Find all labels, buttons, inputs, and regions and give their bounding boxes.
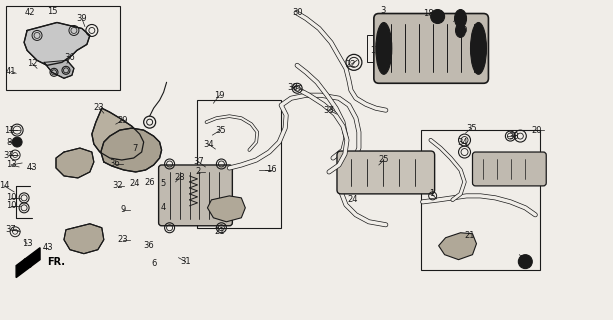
Text: 33: 33 — [324, 106, 334, 115]
Text: 6: 6 — [151, 259, 156, 268]
Text: 40: 40 — [457, 26, 468, 35]
Ellipse shape — [471, 22, 487, 74]
Text: 16: 16 — [519, 255, 530, 264]
Text: 12: 12 — [27, 59, 37, 68]
Text: 10: 10 — [6, 201, 17, 210]
Text: 20: 20 — [531, 126, 541, 135]
Text: 23: 23 — [94, 103, 104, 112]
Polygon shape — [92, 108, 143, 160]
FancyBboxPatch shape — [159, 165, 232, 226]
Text: 25: 25 — [379, 156, 389, 164]
Text: 17: 17 — [370, 46, 379, 55]
Text: 8: 8 — [7, 138, 12, 147]
Text: 30: 30 — [292, 8, 302, 17]
FancyBboxPatch shape — [374, 13, 489, 83]
Text: 34: 34 — [203, 140, 214, 148]
Text: 37: 37 — [6, 225, 17, 234]
Text: 35: 35 — [215, 126, 226, 135]
Ellipse shape — [376, 22, 392, 74]
FancyBboxPatch shape — [337, 151, 435, 194]
Text: 1: 1 — [429, 189, 434, 198]
Bar — [197, 100, 281, 228]
Text: 14: 14 — [0, 181, 9, 190]
Text: 24: 24 — [348, 195, 358, 204]
Polygon shape — [24, 22, 90, 65]
Text: 43: 43 — [43, 243, 53, 252]
Text: 26: 26 — [144, 179, 155, 188]
Text: 21: 21 — [214, 227, 224, 236]
Text: 37: 37 — [193, 157, 204, 166]
Text: 13: 13 — [22, 239, 32, 248]
Text: 19: 19 — [214, 91, 224, 100]
Text: 2: 2 — [196, 167, 201, 176]
Bar — [6, 5, 120, 90]
Ellipse shape — [431, 10, 444, 23]
Text: 35: 35 — [466, 124, 477, 132]
Text: 39: 39 — [77, 14, 87, 23]
Text: 37: 37 — [4, 150, 15, 159]
Text: 13: 13 — [6, 161, 17, 170]
Text: 27: 27 — [453, 13, 464, 22]
Text: 38: 38 — [287, 83, 299, 92]
Text: 23: 23 — [118, 235, 128, 244]
Text: 31: 31 — [180, 257, 191, 266]
Text: 9: 9 — [120, 205, 126, 214]
Text: 7: 7 — [132, 144, 137, 153]
Text: 22: 22 — [346, 60, 356, 69]
Text: 36: 36 — [109, 159, 120, 169]
Text: 29: 29 — [118, 116, 128, 125]
Bar — [421, 130, 540, 270]
Ellipse shape — [455, 23, 465, 37]
Text: 42: 42 — [25, 8, 36, 17]
Text: 36: 36 — [64, 53, 75, 62]
FancyBboxPatch shape — [473, 152, 546, 186]
Text: 15: 15 — [47, 7, 57, 16]
Text: 28: 28 — [174, 173, 185, 182]
Polygon shape — [207, 196, 245, 222]
Text: 3: 3 — [380, 6, 386, 15]
Polygon shape — [439, 233, 476, 260]
Ellipse shape — [12, 137, 22, 147]
Ellipse shape — [455, 10, 466, 28]
Text: 32: 32 — [112, 181, 123, 190]
Ellipse shape — [519, 255, 532, 268]
Polygon shape — [16, 248, 40, 277]
Text: 21: 21 — [464, 231, 474, 240]
Text: 33: 33 — [508, 132, 519, 140]
Polygon shape — [101, 128, 162, 172]
Polygon shape — [44, 60, 74, 78]
Polygon shape — [64, 224, 104, 254]
Text: 24: 24 — [129, 180, 140, 188]
Text: 11: 11 — [4, 126, 14, 135]
Text: FR.: FR. — [47, 257, 65, 267]
Text: 41: 41 — [6, 67, 17, 76]
Text: 43: 43 — [27, 164, 37, 172]
Polygon shape — [56, 148, 94, 178]
Text: 10: 10 — [6, 193, 17, 202]
Text: 36: 36 — [143, 241, 154, 250]
Text: 16: 16 — [266, 165, 276, 174]
Bar — [367, 36, 391, 62]
Text: 34: 34 — [457, 138, 468, 147]
Text: 4: 4 — [161, 203, 166, 212]
Text: 5: 5 — [160, 180, 166, 188]
Text: 18: 18 — [424, 9, 434, 18]
